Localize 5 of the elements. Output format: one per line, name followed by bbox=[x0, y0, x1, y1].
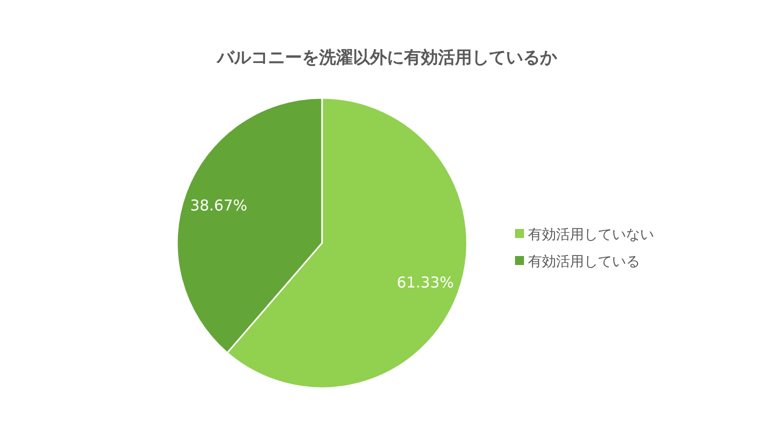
legend-label: 有効活用している bbox=[528, 254, 640, 270]
data-label: 38.67% bbox=[190, 196, 248, 215]
chart-title: バルコニーを洗濯以外に有効活用しているか bbox=[216, 48, 558, 68]
legend-label: 有効活用していない bbox=[528, 227, 654, 243]
data-label: 61.33% bbox=[396, 273, 454, 292]
